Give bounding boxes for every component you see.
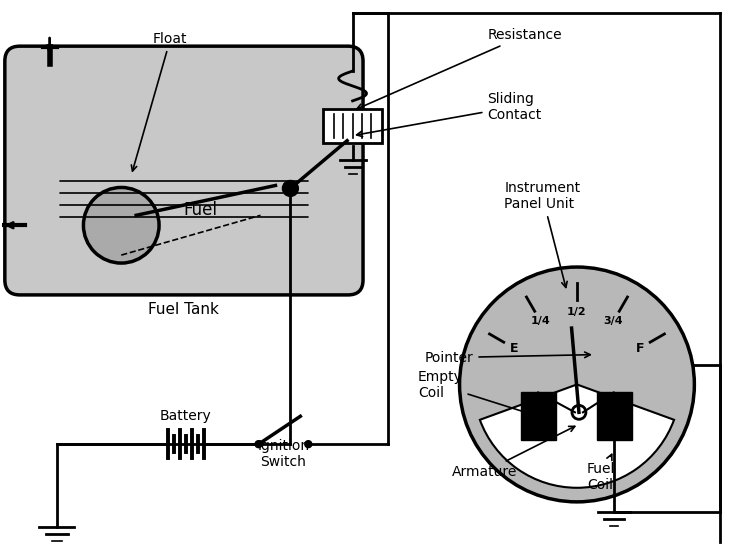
Text: Empty
Coil: Empty Coil <box>418 370 534 416</box>
FancyBboxPatch shape <box>5 46 363 295</box>
Circle shape <box>255 441 262 448</box>
FancyBboxPatch shape <box>323 109 382 143</box>
Text: F: F <box>636 341 644 355</box>
Circle shape <box>282 180 299 196</box>
Text: 1/4: 1/4 <box>531 316 551 326</box>
Text: 1/2: 1/2 <box>567 307 587 317</box>
Text: Fuel: Fuel <box>183 201 217 219</box>
FancyBboxPatch shape <box>597 392 632 440</box>
Text: Battery: Battery <box>160 409 212 423</box>
Text: E: E <box>510 341 518 355</box>
Text: Fuel Tank: Fuel Tank <box>149 302 219 317</box>
Text: Armature: Armature <box>452 426 575 479</box>
Circle shape <box>84 188 159 263</box>
FancyBboxPatch shape <box>521 392 556 440</box>
Text: Sliding
Contact: Sliding Contact <box>357 92 542 137</box>
Text: Float: Float <box>132 32 188 171</box>
Text: 3/4: 3/4 <box>604 316 623 326</box>
Text: Instrument
Panel Unit: Instrument Panel Unit <box>504 181 580 287</box>
Text: Pointer: Pointer <box>425 351 590 365</box>
Circle shape <box>572 405 586 419</box>
Text: Resistance: Resistance <box>357 28 562 109</box>
Circle shape <box>304 441 312 448</box>
Text: Ignition
Switch: Ignition Switch <box>257 439 310 469</box>
Text: Fuel
Coil: Fuel Coil <box>587 455 616 492</box>
Circle shape <box>460 267 695 502</box>
Wedge shape <box>480 385 674 488</box>
